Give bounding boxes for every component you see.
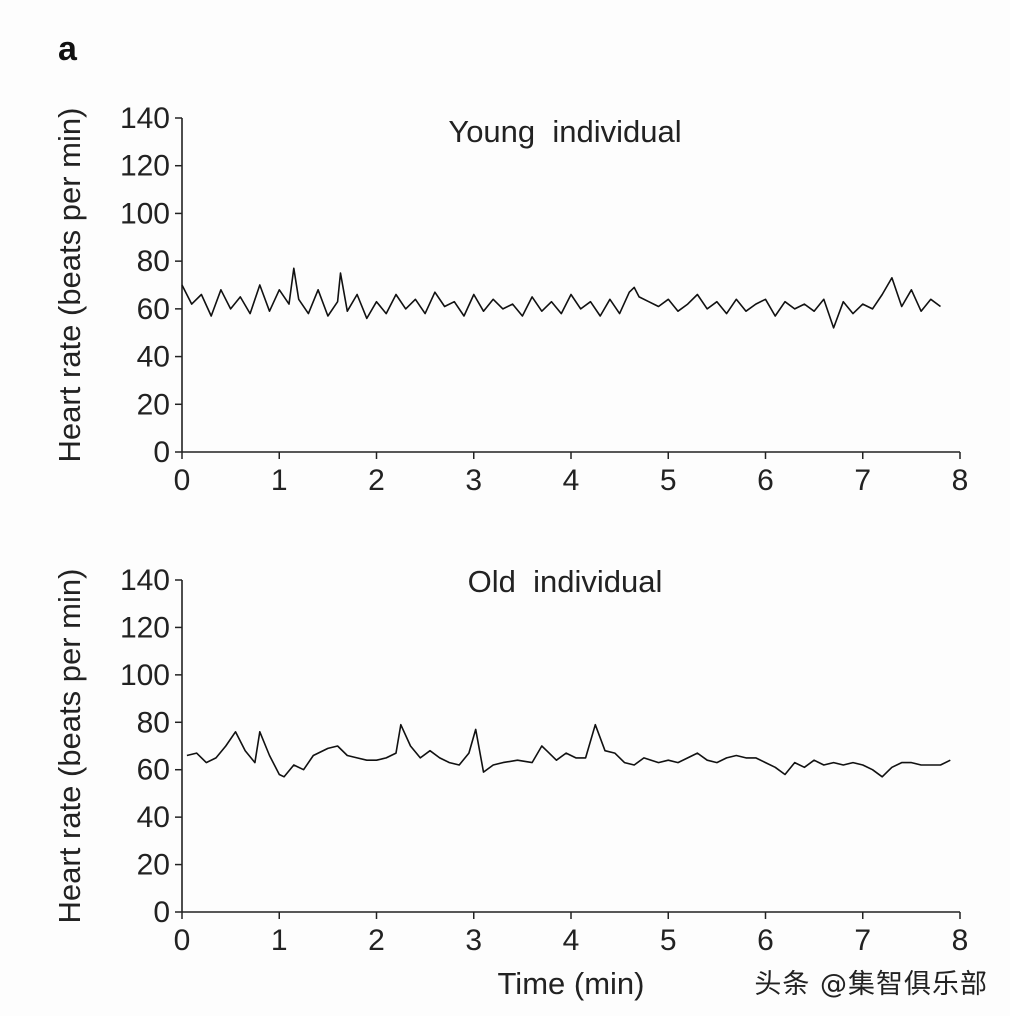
x-tick-label: 4 xyxy=(563,464,580,497)
y-tick-label: 80 xyxy=(137,245,170,278)
y-tick-label: 120 xyxy=(120,611,170,644)
x-tick-label: 6 xyxy=(757,464,774,497)
chart-title: Old individual xyxy=(468,564,663,599)
chart-title: Young individual xyxy=(448,114,681,149)
x-tick-label: 7 xyxy=(854,924,871,957)
y-tick-label: 140 xyxy=(120,102,170,135)
x-tick-label: 5 xyxy=(660,464,677,497)
chart-old: 0 20 40 60 80 100 120 140 0 1 2 3 4 5 6 7 8 Old individua… xyxy=(52,564,968,1001)
series-line xyxy=(186,723,951,778)
y-tick-label: 40 xyxy=(137,801,170,834)
x-tick-label: 2 xyxy=(368,464,385,497)
x-tick-label: 0 xyxy=(174,924,191,957)
x-tick-label: 1 xyxy=(271,464,288,497)
y-axis-label: Heart rate (beats per min) xyxy=(52,569,87,924)
y-tick-label: 60 xyxy=(137,754,170,787)
y-tick-label: 120 xyxy=(120,150,170,183)
x-tick-label: 8 xyxy=(952,464,969,497)
y-tick-label: 20 xyxy=(137,388,170,421)
y-tick-label: 0 xyxy=(153,896,170,929)
y-tick-label: 80 xyxy=(137,706,170,739)
x-tick-label: 2 xyxy=(368,924,385,957)
y-tick-label: 100 xyxy=(120,197,170,230)
x-axis-label: Time (min) xyxy=(498,966,645,1001)
panel-label: a xyxy=(58,30,77,68)
x-tick-label: 4 xyxy=(563,924,580,957)
x-tick-label: 1 xyxy=(271,924,288,957)
y-tick-label: 60 xyxy=(137,293,170,326)
x-tick-label: 3 xyxy=(465,924,482,957)
x-tick-label: 7 xyxy=(854,464,871,497)
x-tick-label: 8 xyxy=(952,924,969,957)
y-tick-label: 40 xyxy=(137,341,170,374)
y-tick-label: 100 xyxy=(120,659,170,692)
x-tick-label: 5 xyxy=(660,924,677,957)
series-line xyxy=(181,267,941,329)
y-tick-label: 140 xyxy=(120,564,170,597)
x-tick-label: 3 xyxy=(465,464,482,497)
y-axis-label: Heart rate (beats per min) xyxy=(52,108,87,463)
chart-young: 0 20 40 60 80 100 120 140 0 1 2 3 4 5 6 7 8 Young individ… xyxy=(52,102,968,497)
x-tick-label: 0 xyxy=(174,464,191,497)
x-tick-label: 6 xyxy=(757,924,774,957)
watermark-text: 头条 @集智俱乐部 xyxy=(754,969,988,1000)
y-tick-label: 20 xyxy=(137,849,170,882)
y-tick-label: 0 xyxy=(153,436,170,469)
